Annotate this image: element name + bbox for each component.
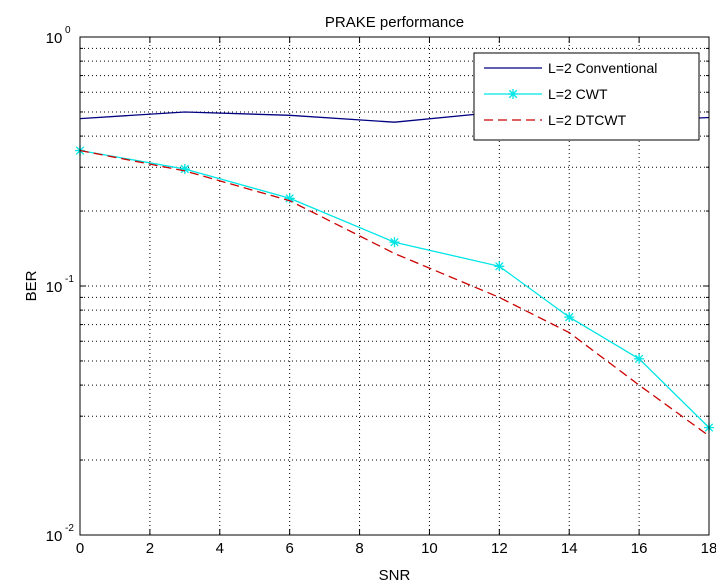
y-tick-label-base: 10 [46, 279, 63, 296]
data-point-l-2-cwt [634, 353, 645, 364]
legend-label-l-2-cwt: L=2 CWT [548, 86, 608, 102]
x-tick-label: 4 [216, 540, 224, 557]
x-tick-label: 0 [76, 540, 84, 557]
data-point-l-2-cwt [179, 164, 190, 175]
y-axis-label: BER [23, 270, 40, 301]
legend: L=2 Conventional L=2 CWT L=2 DTCWT [473, 52, 700, 141]
x-tick-labels: 0 2 4 6 8 10 12 14 16 18 [76, 540, 716, 557]
x-tick-label: 6 [285, 540, 293, 557]
legend-items: L=2 Conventional L=2 CWT L=2 DTCWT [484, 60, 657, 128]
x-tick-label: 14 [561, 540, 578, 557]
x-axis-label: SNR [379, 567, 411, 584]
data-point-l-2-cwt [494, 261, 505, 272]
x-tick-label: 2 [146, 540, 154, 557]
legend-label-l-2-conventional: L=2 Conventional [548, 60, 657, 76]
series-line-l-2-cwt [79, 149, 710, 429]
x-tick-label: 10 [421, 540, 438, 557]
y-tick-label-exponent: -1 [65, 274, 74, 285]
y-tick-label-base: 10 [46, 30, 63, 47]
data-point-l-2-cwt [389, 237, 400, 248]
y-tick-label-exponent: 0 [65, 25, 71, 36]
x-tick-label: 18 [701, 540, 716, 557]
y-tick-label-base: 10 [46, 528, 63, 545]
legend-marker-l-2-cwt [508, 89, 518, 99]
y-tick-label-exponent: -2 [65, 523, 74, 534]
data-point-l-2-cwt [564, 312, 575, 323]
x-tick-label: 16 [631, 540, 648, 557]
x-tick-label: 8 [355, 540, 363, 557]
axis-ticks [79, 37, 710, 536]
chart-title: PRAKE performance [325, 14, 464, 31]
legend-label-l-2-dtcwt: L=2 DTCWT [548, 112, 627, 128]
data-point-l-2-cwt [284, 193, 295, 204]
x-tick-label: 12 [491, 540, 508, 557]
